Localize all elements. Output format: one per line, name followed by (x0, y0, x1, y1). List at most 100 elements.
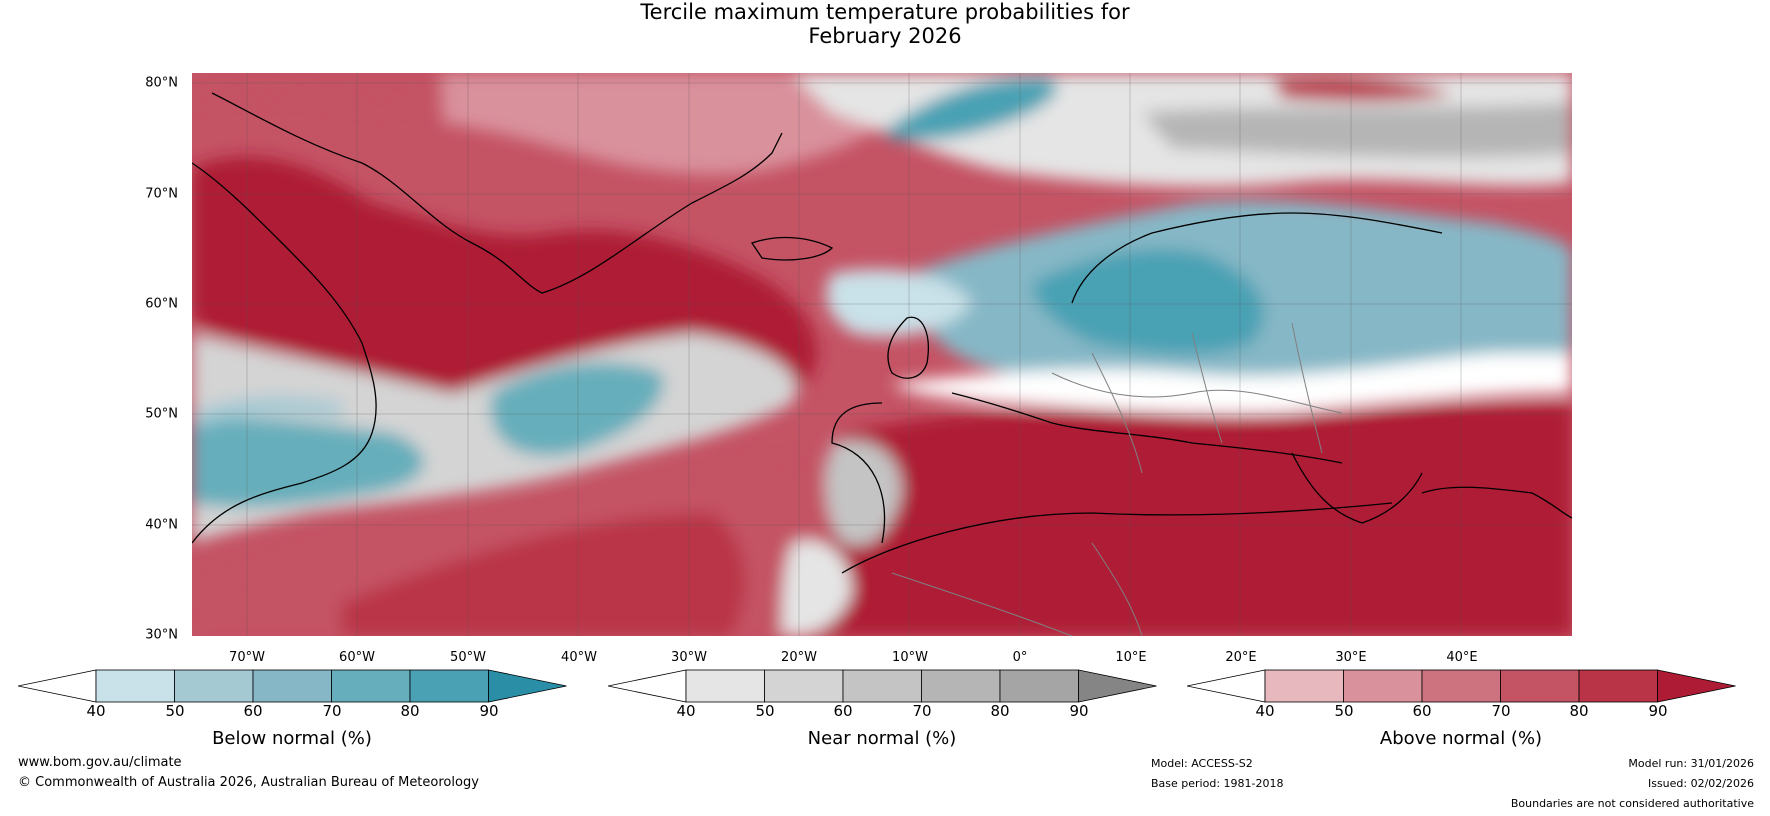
lat-label-40n: 40°N (145, 517, 178, 533)
greenland-coast (211, 92, 783, 294)
colorbar-segment (1500, 669, 1580, 703)
map-panel[interactable] (192, 73, 1572, 636)
field-north-pale-red (442, 73, 898, 175)
disclaimer-text: Boundaries are not considered authoritat… (1510, 797, 1754, 810)
lon-label-50w: 50°W (450, 650, 486, 665)
field-subtropical-deep-red (342, 513, 746, 636)
colorbar-below-normal (18, 669, 567, 703)
colorbar-segment (685, 669, 765, 703)
scandinavia-coast (1071, 212, 1443, 304)
colorbar-high-arrow (1078, 669, 1157, 703)
cbar-tick: 50 (755, 702, 775, 720)
colorbar-segment (1578, 669, 1658, 703)
colorbar-label-near: Near normal (%) (807, 728, 957, 749)
field-mediterranean-deep-red (792, 403, 1572, 636)
border-line-6 (1091, 542, 1143, 636)
border-line-3 (1191, 332, 1223, 444)
lon-label-30e: 30°E (1335, 650, 1367, 665)
lon-label-60w: 60°W (339, 650, 375, 665)
chart-title: Tercile maximum temperature probabilitie… (0, 0, 1770, 48)
cbar-tick: 40 (86, 702, 106, 720)
lon-label-10e: 10°E (1115, 650, 1147, 665)
lon-label-40e: 40°E (1446, 650, 1478, 665)
cbar-tick: 60 (243, 702, 263, 720)
field-africa-pale (782, 540, 852, 636)
field-barents-grey (1142, 103, 1572, 158)
colorbar-label-below: Below normal (%) (212, 728, 372, 749)
field-arctic-red (192, 73, 492, 107)
iceland-coast (750, 236, 834, 261)
border-line-4 (1291, 322, 1323, 454)
colorbar-low-arrow (608, 669, 687, 703)
field-scandinavia-deep-blue (1032, 249, 1264, 355)
iberia-coast (831, 402, 886, 544)
colorbar-segment (999, 669, 1079, 703)
colorbar-segment (252, 669, 332, 703)
field-us-coast-blue (192, 418, 425, 508)
colorbar-above-normal (1187, 669, 1736, 703)
field-europe-white-band (892, 353, 1572, 415)
turkey-coast (1421, 486, 1572, 519)
cbar-tick: 80 (400, 702, 420, 720)
model-text: Model: ACCESS-S2 (1151, 757, 1253, 770)
colorbar-high-arrow (488, 669, 567, 703)
field-coast-pale-blue (192, 396, 342, 428)
colorbar-near-normal (608, 669, 1157, 703)
lat-label-70n: 70°N (145, 186, 178, 202)
lon-label-70w: 70°W (229, 650, 265, 665)
website-link[interactable]: www.bom.gov.au/climate (18, 755, 182, 770)
lon-label-20e: 20°E (1225, 650, 1257, 665)
colorbar-high-arrow (1657, 669, 1736, 703)
cbar-tick: 90 (1069, 702, 1089, 720)
colorbar-segment (331, 669, 411, 703)
colorbar-segment (764, 669, 844, 703)
cbar-tick: 90 (479, 702, 499, 720)
border-line-5 (891, 572, 1073, 636)
cbar-tick: 70 (912, 702, 932, 720)
cbar-tick: 70 (322, 702, 342, 720)
cbar-tick: 40 (1255, 702, 1275, 720)
field-kara-red (1272, 76, 1452, 102)
lon-label-10w: 10°W (892, 650, 928, 665)
cbar-tick: 50 (165, 702, 185, 720)
title-line-2: February 2026 (808, 24, 962, 48)
colorbar-segment (1264, 669, 1344, 703)
colorbar-segment (921, 669, 1001, 703)
cbar-tick: 50 (1334, 702, 1354, 720)
cbar-tick: 80 (990, 702, 1010, 720)
north-africa-coast (841, 502, 1393, 574)
uk-coast (887, 316, 929, 379)
map-gridlines (192, 73, 1572, 636)
colorbar-label-above: Above normal (%) (1379, 728, 1543, 749)
colorbar-segment (409, 669, 489, 703)
cbar-tick: 80 (1569, 702, 1589, 720)
lon-label-40w: 40°W (561, 650, 597, 665)
cbar-tick: 40 (676, 702, 696, 720)
colorbar-segment (95, 669, 175, 703)
lon-label-0: 0° (1012, 650, 1028, 665)
title-line-1: Tercile maximum temperature probabilitie… (640, 0, 1130, 24)
coastlines (192, 92, 1572, 574)
probability-fields (192, 73, 1572, 636)
colorbar-segment (174, 669, 254, 703)
issued-text: Issued: 02/02/2026 (1647, 777, 1754, 790)
lon-label-30w: 30°W (671, 650, 707, 665)
cbar-tick: 60 (1412, 702, 1432, 720)
cbar-tick: 90 (1648, 702, 1668, 720)
field-uk-pale-blue (826, 269, 972, 337)
border-line-2 (1091, 352, 1143, 474)
lat-label-60n: 60°N (145, 296, 178, 312)
colorbar-low-arrow (18, 669, 97, 703)
colorbar-segment (1343, 669, 1423, 703)
colorbar-low-arrow (1187, 669, 1266, 703)
north-america-coast (192, 162, 377, 544)
probability-map (192, 73, 1572, 636)
field-arctic-blue (882, 77, 1058, 141)
europe-south-coast (951, 392, 1343, 464)
model-run-text: Model run: 31/01/2026 (1628, 757, 1754, 770)
balkans-coast (1291, 452, 1423, 524)
border-line-1 (1051, 372, 1343, 414)
cbar-tick: 60 (833, 702, 853, 720)
lon-label-20w: 20°W (781, 650, 817, 665)
lat-label-50n: 50°N (145, 406, 178, 422)
